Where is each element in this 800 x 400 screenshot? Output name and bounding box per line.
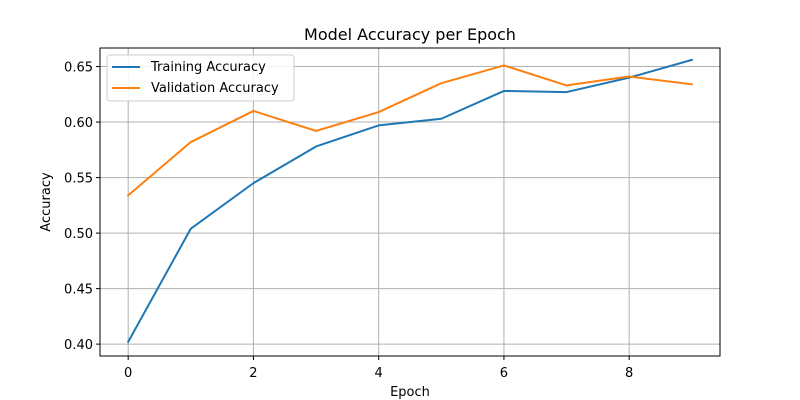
legend-label-validation: Validation Accuracy: [151, 81, 279, 96]
chart-title: Model Accuracy per Epoch: [304, 25, 516, 44]
y-tick-label: 0.60: [64, 116, 93, 131]
x-tick-label: 8: [625, 366, 633, 381]
y-tick-label: 0.40: [64, 338, 93, 353]
x-axis-label: Epoch: [390, 385, 430, 400]
legend-label-training: Training Accuracy: [150, 60, 266, 75]
y-tick-label: 0.50: [64, 227, 93, 242]
plot-frame: [99, 47, 721, 357]
legend: Training Accuracy Validation Accuracy: [106, 54, 295, 102]
x-tick-label: 4: [375, 366, 383, 381]
series-lines: [126, 58, 694, 344]
x-tick-label: 2: [249, 366, 257, 381]
axis-ticks: 0 2 4 6 8 0.40 0.45 0.50 0.55 0.60 0.65: [64, 61, 633, 381]
validation-accuracy-line: [126, 64, 693, 197]
legend-box: [106, 54, 295, 102]
y-tick-label: 0.65: [64, 61, 93, 76]
y-axis-label: Accuracy: [39, 172, 54, 232]
x-tick-label: 6: [500, 366, 508, 381]
y-tick-label: 0.45: [64, 283, 93, 298]
y-tick-label: 0.55: [64, 172, 93, 187]
x-tick-label: 0: [124, 366, 132, 381]
training-accuracy-line: [126, 58, 694, 344]
